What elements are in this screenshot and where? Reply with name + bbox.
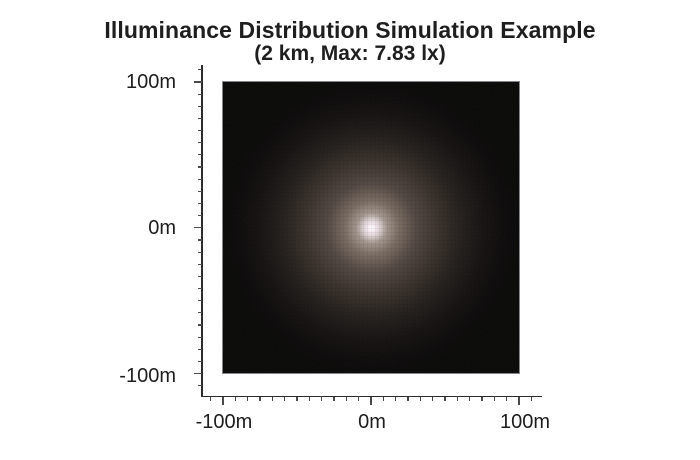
x-tick-label-0m: 0m <box>358 411 386 433</box>
x-minor-tick <box>296 396 298 401</box>
x-minor-tick <box>271 396 273 401</box>
x-minor-tick <box>530 396 532 401</box>
y-minor-tick <box>197 105 202 107</box>
heatmap-pixel-grid-overlay <box>223 82 519 373</box>
y-minor-tick <box>197 251 202 253</box>
y-tick-label-0m: 0m <box>148 217 176 239</box>
x-minor-tick <box>284 396 286 401</box>
y-tick-label-100m: 100m <box>125 71 176 93</box>
y-minor-tick <box>197 190 202 192</box>
y-minor-tick <box>197 263 202 265</box>
x-minor-tick <box>481 396 483 401</box>
chart-title-line2: (2 km, Max: 7.83 lx) <box>254 42 446 65</box>
x-minor-tick <box>358 396 360 401</box>
y-minor-tick <box>197 178 202 180</box>
y-minor-tick <box>197 348 202 350</box>
x-minor-tick <box>506 396 508 401</box>
y-minor-tick <box>197 117 202 120</box>
x-tick-label-100m: 100m <box>499 411 551 433</box>
x-minor-tick <box>456 396 458 401</box>
x-minor-tick <box>395 396 397 401</box>
x-minor-tick <box>333 396 335 401</box>
x-minor-tick <box>407 396 409 401</box>
y-minor-tick <box>197 324 202 326</box>
y-minor-tick <box>197 336 202 338</box>
y-major-tick <box>194 373 202 375</box>
x-minor-tick <box>321 396 323 401</box>
x-minor-tick <box>259 396 261 401</box>
y-minor-tick <box>197 215 202 217</box>
y-minor-tick <box>197 287 202 290</box>
x-minor-tick <box>469 396 471 401</box>
y-minor-tick <box>197 300 202 302</box>
x-minor-tick <box>382 396 384 401</box>
x-major-tick <box>518 396 520 405</box>
y-major-tick <box>194 227 202 229</box>
x-minor-tick <box>419 396 421 401</box>
y-minor-tick <box>197 166 202 168</box>
x-minor-tick <box>210 396 212 401</box>
y-minor-tick <box>197 275 202 277</box>
illuminance-heatmap-image <box>222 81 520 374</box>
x-axis-line <box>201 395 542 397</box>
y-minor-tick <box>197 142 202 144</box>
x-minor-tick <box>345 396 347 401</box>
x-minor-tick <box>247 396 249 401</box>
x-tick-label-minus-100m: -100m <box>195 411 253 433</box>
y-minor-tick <box>197 93 202 95</box>
chart-title-line1: Illuminance Distribution Simulation Exam… <box>104 17 596 43</box>
y-minor-tick <box>197 312 202 314</box>
y-minor-tick <box>197 154 202 156</box>
heatmap-noise-overlay <box>223 82 519 373</box>
chart-title: Illuminance Distribution Simulation Exam… <box>0 18 700 65</box>
y-minor-tick <box>197 239 202 241</box>
y-minor-tick <box>197 385 202 387</box>
y-major-tick <box>194 81 202 83</box>
y-minor-tick <box>197 360 202 363</box>
x-major-tick <box>222 396 224 405</box>
x-minor-tick <box>444 396 446 401</box>
x-minor-tick <box>234 396 236 401</box>
x-major-tick <box>370 396 372 405</box>
y-minor-tick <box>197 130 202 132</box>
y-axis-line <box>201 65 203 397</box>
y-minor-tick <box>197 202 202 205</box>
y-minor-tick <box>197 69 202 71</box>
y-tick-label-minus-100m: -100m <box>119 365 176 387</box>
x-minor-tick <box>432 396 434 401</box>
x-minor-tick <box>493 396 495 401</box>
x-minor-tick <box>308 396 310 401</box>
